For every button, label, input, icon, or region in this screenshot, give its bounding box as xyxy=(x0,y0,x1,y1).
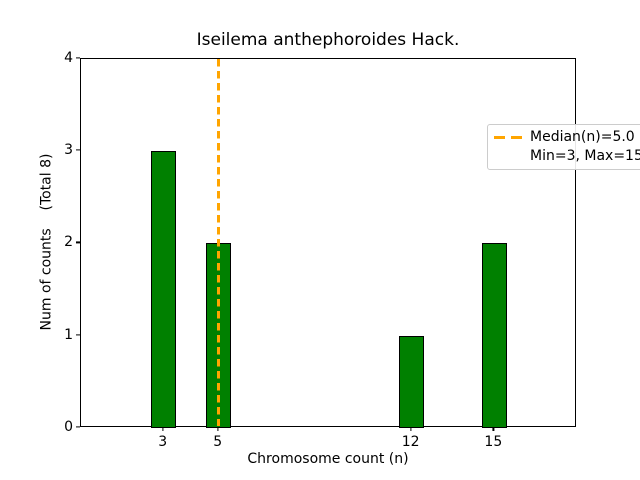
y-tick-label-4: 4 xyxy=(64,49,73,66)
y-tick-label-0: 0 xyxy=(64,419,73,436)
y-tick-label-1: 1 xyxy=(64,326,73,343)
bar-n12 xyxy=(399,335,425,429)
x-tick-mark-3 xyxy=(162,427,164,431)
plot-area: Median(n)=5.0 Min=3, Max=15 xyxy=(80,57,640,429)
x-tick-label-15: 15 xyxy=(484,434,503,451)
y-tick-mark-2 xyxy=(76,241,80,243)
legend-entry-minmax: Min=3, Max=15 xyxy=(494,147,640,166)
x-tick-mark-5 xyxy=(217,427,219,431)
bar-n3 xyxy=(151,150,177,429)
x-tick-mark-15 xyxy=(492,427,494,431)
y-tick-mark-1 xyxy=(76,334,80,336)
x-tick-label-3: 3 xyxy=(158,434,168,451)
y-tick-mark-4 xyxy=(76,57,80,59)
bar-n15 xyxy=(481,243,507,429)
legend-label-median: Median(n)=5.0 xyxy=(530,128,635,145)
y-tick-label-2: 2 xyxy=(64,234,73,251)
median-dashed-line-swatch xyxy=(494,135,522,139)
x-tick-mark-12 xyxy=(410,427,412,431)
legend-label-minmax: Min=3, Max=15 xyxy=(530,147,640,164)
y-tick-label-3: 3 xyxy=(64,142,73,158)
legend: Median(n)=5.0 Min=3, Max=15 xyxy=(487,123,640,170)
x-tick-label-5: 5 xyxy=(213,434,223,451)
legend-entry-median: Median(n)=5.0 xyxy=(494,128,640,147)
y-tick-mark-3 xyxy=(76,149,80,151)
x-axis-label: Chromosome count (n) xyxy=(247,451,409,467)
median-line xyxy=(217,58,221,427)
x-tick-label-12: 12 xyxy=(401,434,420,451)
y-tick-mark-0 xyxy=(76,426,80,428)
chart-title: Iseilema anthephoroides Hack. xyxy=(196,30,460,50)
